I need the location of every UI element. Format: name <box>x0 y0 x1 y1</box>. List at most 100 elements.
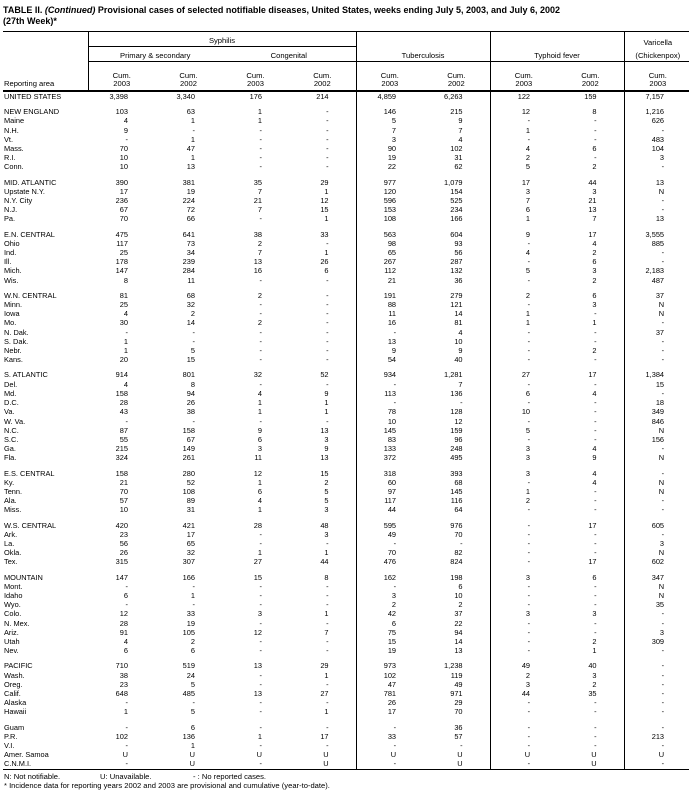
value-cell: 1 <box>257 398 262 408</box>
value-cell: - <box>623 609 689 619</box>
value-cell: 9 <box>458 346 463 356</box>
value-cell: - <box>623 505 689 515</box>
table-row: Ky. 21 52 1 2 60 68 - 4 N <box>3 477 689 487</box>
value-cell: 176 <box>249 92 262 101</box>
table-row: N. Mex. 28 19 - - 6 22 - - - <box>3 618 689 628</box>
value-cell: 5 <box>324 486 329 496</box>
value-cell: 6 <box>257 434 262 444</box>
column-header-cum-6: Cum. 2002 <box>423 61 491 92</box>
table-row: MID. ATLANTIC 390 381 35 29 977 1,079 17 44 13 <box>3 177 689 187</box>
value-cell: 347 <box>623 572 689 582</box>
value-cell: 13 <box>186 162 195 172</box>
value-cell: 420 <box>115 520 128 530</box>
value-cell: 3 <box>355 590 424 601</box>
value-cell: 87 <box>119 425 128 435</box>
value-cell: 1 <box>190 153 195 163</box>
value-cell: - <box>594 153 597 163</box>
value-cell: 7 <box>458 379 463 389</box>
table-row: V.I. - 1 - - - - - - - <box>3 741 689 751</box>
value-cell: - <box>623 688 689 699</box>
reporting-area-cell: N.C. <box>4 425 19 435</box>
value-cell: - <box>489 300 558 310</box>
value-cell: - <box>259 327 262 337</box>
value-cell: 3,555 <box>623 229 689 239</box>
value-cell: - <box>326 162 329 172</box>
table-row: Ind. 25 34 7 1 65 56 4 2 - <box>3 248 689 258</box>
value-cell: 9 <box>355 346 424 356</box>
value-cell: 324 <box>115 453 128 463</box>
value-cell: 13 <box>253 688 262 698</box>
value-cell: 17 <box>588 557 597 567</box>
value-cell: - <box>623 444 689 454</box>
value-cell: 977 <box>355 177 424 187</box>
value-cell: U <box>457 750 463 760</box>
value-cell: - <box>594 327 597 337</box>
reporting-area-cell: R.I. <box>4 153 16 163</box>
reporting-area-cell: S.C. <box>4 434 19 444</box>
value-cell: 5 <box>489 425 558 435</box>
value-cell: 145 <box>450 486 463 496</box>
value-cell: 4 <box>123 379 128 389</box>
value-cell: 7 <box>257 248 262 258</box>
value-cell: 3 <box>324 505 329 515</box>
value-cell: - <box>460 398 463 408</box>
value-cell: - <box>326 134 329 144</box>
table-row: Colo. 12 33 3 1 42 37 3 3- <box>3 609 689 619</box>
value-cell: 971 <box>450 688 463 698</box>
reporting-area-cell: MID. ATLANTIC <box>4 177 57 187</box>
value-cell: 31 <box>186 505 195 515</box>
value-cell: 26 <box>320 257 329 267</box>
section-spacer <box>3 655 689 662</box>
value-cell: 21 <box>253 196 262 206</box>
value-cell: 4 <box>123 636 128 646</box>
value-cell: 6 <box>592 290 597 300</box>
column-group-typhoid-fever: Typhoid fever <box>489 46 625 62</box>
column-header-cum-9: Cum. 2003 <box>623 61 689 92</box>
value-cell: 133 <box>355 444 424 454</box>
value-cell: 29 <box>320 177 329 187</box>
table-row: Nebr. 1 5 - - 9 9 - 2 - <box>3 346 689 356</box>
value-cell: 3 <box>592 609 597 619</box>
value-cell: 14 <box>454 636 463 646</box>
reporting-area-cell: Pa. <box>4 214 16 224</box>
table-row: Miss. 10 31 1 3 44 64 - - - <box>3 505 689 515</box>
value-cell: - <box>125 581 128 591</box>
value-cell: 7 <box>324 627 329 637</box>
value-cell: 315 <box>115 557 128 567</box>
value-cell: 26 <box>186 398 195 408</box>
value-cell: - <box>192 336 195 346</box>
value-cell: - <box>594 425 597 435</box>
value-cell: - <box>460 538 463 548</box>
value-cell: 32 <box>186 548 195 558</box>
value-cell: - <box>489 636 558 647</box>
reporting-area-cell: Amer. Samoa <box>4 750 49 760</box>
value-cell: 2 <box>489 290 558 301</box>
footnotes: N: Not notifiable. U: Unavailable. - : No … <box>3 772 686 791</box>
value-cell: 26 <box>119 548 128 558</box>
table-row: N.H. 9 - - - 7 7 1 - - <box>3 125 689 135</box>
value-cell: 9 <box>592 453 597 463</box>
value-cell: - <box>489 520 558 530</box>
reporting-area-cell: Ohio <box>4 238 20 248</box>
value-cell: 6 <box>123 590 128 600</box>
value-cell: 1 <box>489 318 558 328</box>
value-cell: 108 <box>355 214 424 224</box>
value-cell: - <box>259 581 262 591</box>
value-cell: 1 <box>489 309 558 319</box>
reporting-area-cell: Miss. <box>4 505 22 515</box>
value-cell: - <box>326 153 329 163</box>
value-cell: - <box>489 618 558 628</box>
value-cell: 44 <box>355 505 424 515</box>
value-cell: 36 <box>454 722 463 732</box>
value-cell: - <box>326 618 329 628</box>
value-cell: - <box>259 275 262 285</box>
reporting-area-cell: Mich. <box>4 266 22 276</box>
table-row: E.N. CENTRAL 475 641 38 33 563 604 9 17 3,555 <box>3 229 689 239</box>
value-cell: 90 <box>355 144 424 154</box>
value-cell: - <box>489 590 558 601</box>
value-cell: 10 <box>119 153 128 163</box>
value-cell: 1,238 <box>444 661 463 671</box>
value-cell: 121 <box>450 300 463 310</box>
value-cell: 248 <box>450 444 463 454</box>
value-cell: 6 <box>123 646 128 656</box>
